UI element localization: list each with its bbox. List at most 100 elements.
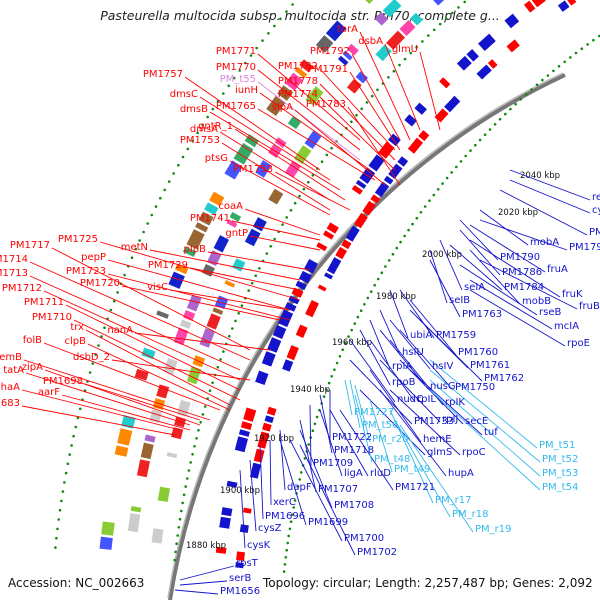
gene-label[interactable]: tuf: [484, 427, 498, 438]
gene-label[interactable]: PM1707: [318, 484, 358, 495]
gene-label[interactable]: PM1763: [462, 309, 502, 320]
gene-label[interactable]: PM1750: [455, 382, 495, 393]
gene-label[interactable]: PM_r18: [452, 509, 489, 520]
gene-label[interactable]: PM_t51: [539, 440, 575, 451]
gene-label[interactable]: PM_t52: [542, 454, 578, 465]
gene-label[interactable]: PM1761: [470, 360, 510, 371]
gene-label[interactable]: PM1807: [589, 227, 600, 238]
gene-label[interactable]: PM1757: [143, 69, 183, 80]
gene-label[interactable]: PM_t48: [374, 454, 410, 465]
gene-label[interactable]: PM_t53: [542, 468, 578, 479]
gene-label[interactable]: rpoC: [462, 447, 486, 458]
gene-label[interactable]: dmsB: [180, 104, 208, 115]
gene-label[interactable]: rluD: [370, 468, 391, 479]
gene-label[interactable]: seIA: [464, 282, 485, 293]
gene-label[interactable]: PM1722: [332, 432, 372, 443]
gene-label[interactable]: rpoB: [392, 377, 416, 388]
gene-label[interactable]: iunH: [235, 85, 258, 96]
gene-label[interactable]: nudC: [397, 394, 423, 405]
gene-label[interactable]: PM1792: [310, 46, 350, 57]
gene-label[interactable]: torA: [337, 24, 358, 35]
gene-label[interactable]: rpsT: [236, 558, 259, 569]
gene-label[interactable]: PM_t56: [362, 420, 398, 431]
gene-label[interactable]: PM1791: [308, 64, 348, 75]
gene-label[interactable]: hemB: [0, 352, 22, 363]
gene-label[interactable]: PM1717: [10, 240, 50, 251]
gene-label[interactable]: PM1771: [216, 46, 256, 57]
gene-label[interactable]: trx: [70, 322, 84, 333]
gene-label[interactable]: PM1753: [180, 135, 220, 146]
gene-label[interactable]: xerC: [273, 497, 296, 508]
gene-label[interactable]: dmsA: [190, 124, 218, 135]
gene-label[interactable]: PM1702: [357, 547, 397, 558]
gene-label[interactable]: secE: [465, 416, 488, 427]
gene-label[interactable]: PM1656: [220, 586, 260, 597]
gene-label[interactable]: PM1700: [344, 533, 384, 544]
gene-label[interactable]: clpB: [65, 336, 87, 347]
gene-label[interactable]: serB: [229, 573, 251, 584]
gene-label[interactable]: mobA: [530, 237, 559, 248]
gene-label[interactable]: PM1790: [500, 252, 540, 263]
gene-label[interactable]: ubiA: [410, 330, 432, 341]
gene-label[interactable]: fruA: [547, 264, 568, 275]
gene-label[interactable]: PM1770: [216, 62, 256, 73]
gene-label[interactable]: fruK: [562, 289, 583, 300]
gene-label[interactable]: fruB: [579, 301, 600, 312]
gene-label[interactable]: rseB: [539, 307, 561, 318]
gene-label[interactable]: tatA: [3, 365, 24, 376]
gene-label[interactable]: dapF: [287, 482, 312, 493]
gene-label[interactable]: PM1759: [436, 330, 476, 341]
gene-label[interactable]: PM1713: [0, 268, 28, 279]
gene-label[interactable]: PM1798: [569, 242, 600, 253]
gene-label[interactable]: PM1714: [0, 254, 28, 265]
gene-label[interactable]: gntR_1: [198, 121, 233, 132]
gene-label[interactable]: zipA: [22, 362, 43, 373]
gene-label[interactable]: recX: [592, 192, 600, 203]
gene-label[interactable]: PM1699: [308, 517, 348, 528]
gene-label[interactable]: glmU: [392, 44, 418, 55]
gene-label[interactable]: rpIL: [417, 394, 436, 405]
gene-label[interactable]: slpA: [272, 102, 293, 113]
gene-label[interactable]: PM_r17: [435, 495, 472, 506]
gene-label[interactable]: ligA: [344, 468, 363, 479]
gene-label[interactable]: PM1733: [414, 416, 454, 427]
gene-label[interactable]: gntP: [225, 228, 248, 239]
gene-label[interactable]: PM1720: [80, 278, 120, 289]
gene-label[interactable]: PM1729: [148, 260, 188, 271]
gene-label[interactable]: PM1762: [484, 373, 524, 384]
gene-label[interactable]: PM1741: [190, 213, 230, 224]
gene-label[interactable]: hsIU: [402, 347, 424, 358]
gene-label[interactable]: mcIA: [554, 321, 579, 332]
gene-label[interactable]: hemE: [423, 434, 452, 445]
gene-label[interactable]: PM1778: [278, 76, 318, 87]
gene-label[interactable]: PM1723: [66, 266, 106, 277]
gene-label[interactable]: ptsG: [205, 153, 228, 164]
gene-label[interactable]: rpIJ: [442, 414, 458, 425]
gene-label[interactable]: nanA: [107, 325, 133, 336]
gene-label[interactable]: PM1711: [24, 297, 64, 308]
gene-label[interactable]: pIpB: [183, 244, 206, 255]
gene-label[interactable]: PM_r20: [372, 434, 409, 445]
gene-label[interactable]: visC: [147, 282, 168, 293]
gene-label[interactable]: cysZ: [258, 523, 282, 534]
gene-label[interactable]: PM1782: [278, 61, 318, 72]
gene-label[interactable]: PM1784: [504, 282, 544, 293]
gene-label[interactable]: PM1712: [2, 283, 42, 294]
gene-label[interactable]: PM_t55: [220, 74, 256, 85]
gene-label[interactable]: folB: [23, 335, 42, 346]
gene-label[interactable]: rpIA: [392, 361, 412, 372]
gene-label[interactable]: rpIK: [445, 397, 465, 408]
gene-label[interactable]: PM_r19: [475, 524, 512, 535]
gene-label[interactable]: PM1718: [334, 445, 374, 456]
gene-label[interactable]: mobB: [522, 296, 551, 307]
gene-label[interactable]: dsbD_2: [73, 352, 110, 363]
gene-label[interactable]: PM1786: [502, 267, 542, 278]
gene-label[interactable]: PM1783: [306, 99, 346, 110]
gene-label[interactable]: PM1727: [354, 407, 394, 418]
gene-label[interactable]: coaA: [218, 201, 243, 212]
gene-label[interactable]: nusG: [430, 381, 456, 392]
gene-label[interactable]: dsbA: [358, 36, 383, 47]
gene-label[interactable]: PM1696: [265, 511, 305, 522]
gene-label[interactable]: metN: [121, 242, 148, 253]
gene-label[interactable]: dmsC: [170, 89, 198, 100]
